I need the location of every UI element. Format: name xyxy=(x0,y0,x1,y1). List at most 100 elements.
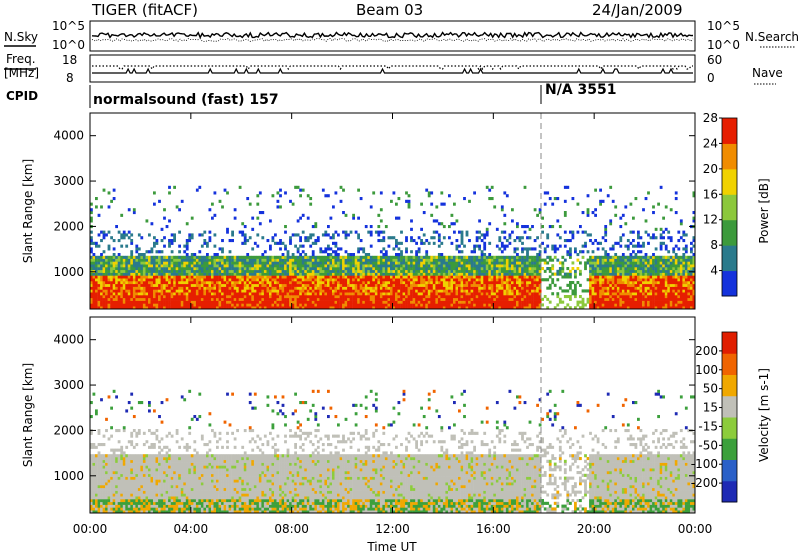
power-cell xyxy=(604,253,608,257)
power-cell xyxy=(596,300,600,304)
power-cell xyxy=(407,267,411,271)
power-cell xyxy=(521,264,524,268)
power-cell xyxy=(672,300,676,304)
power-cell xyxy=(637,272,640,276)
power-cell xyxy=(299,269,302,273)
power-cell xyxy=(493,261,497,265)
power-cell xyxy=(470,297,474,301)
power-cell xyxy=(422,283,426,287)
power-cell xyxy=(200,269,204,273)
power-cell xyxy=(105,233,108,237)
power-cell xyxy=(629,300,633,304)
power-cell xyxy=(659,241,663,245)
power-cell xyxy=(589,239,592,243)
power-cell xyxy=(110,292,113,296)
power-cell xyxy=(291,295,295,299)
power-cell xyxy=(478,275,481,279)
power-cell xyxy=(589,295,592,299)
power-cell xyxy=(407,261,411,265)
power-cell xyxy=(289,278,292,282)
power-cell xyxy=(281,275,285,279)
power-cell xyxy=(493,278,497,282)
power-cell xyxy=(188,258,192,262)
power-cell xyxy=(528,236,532,240)
power-cell xyxy=(354,264,358,268)
power-cell xyxy=(637,264,640,268)
power-cell xyxy=(458,297,461,301)
power-cell xyxy=(455,303,459,307)
power-cell xyxy=(289,264,292,268)
power-cell xyxy=(165,281,169,285)
power-cell xyxy=(112,253,116,257)
power-cell xyxy=(228,289,232,293)
power-cell xyxy=(594,300,597,304)
power-cell xyxy=(639,286,643,290)
power-cell xyxy=(475,297,479,301)
power-cell xyxy=(284,306,287,310)
power-cell xyxy=(468,199,471,203)
power-cell xyxy=(216,281,219,285)
power-cell xyxy=(357,292,360,296)
power-cell xyxy=(160,255,164,259)
power-cell xyxy=(659,247,663,251)
power-cell xyxy=(271,269,275,273)
power-cell xyxy=(440,283,444,287)
power-cell xyxy=(369,295,373,299)
power-cell xyxy=(442,300,446,304)
power-cell xyxy=(110,289,113,293)
power-cell xyxy=(611,255,615,259)
power-cell xyxy=(485,292,489,296)
power-cell xyxy=(284,264,287,268)
power-cell xyxy=(437,233,441,237)
power-cell xyxy=(163,281,166,285)
power-cell xyxy=(450,241,454,245)
power-cell xyxy=(503,281,507,285)
power-cell xyxy=(460,289,464,293)
power-cell xyxy=(213,303,217,307)
power-cell xyxy=(463,281,466,285)
power-cell xyxy=(410,281,413,285)
power-cell xyxy=(480,233,484,237)
power-cell xyxy=(102,295,106,299)
power-cell xyxy=(165,261,169,265)
power-cell xyxy=(100,289,103,293)
power-cell xyxy=(445,292,449,296)
power-cell xyxy=(324,255,328,259)
power-cell xyxy=(178,264,181,268)
power-cell xyxy=(614,205,618,209)
power-cell xyxy=(180,286,184,290)
power-cell xyxy=(97,278,101,282)
power-cell xyxy=(321,264,325,268)
power-cell xyxy=(647,261,650,265)
power-cell xyxy=(190,236,194,240)
power-cell xyxy=(412,303,416,307)
power-cell xyxy=(253,275,257,279)
power-cell xyxy=(344,236,348,240)
power-cell xyxy=(92,292,96,296)
power-cell xyxy=(392,289,396,293)
power-cell xyxy=(153,255,156,259)
power-cell xyxy=(362,297,366,301)
power-cell xyxy=(120,269,124,273)
power-cell xyxy=(233,272,237,276)
power-cell xyxy=(458,272,461,276)
power-cell xyxy=(221,247,224,251)
power-cell xyxy=(208,303,212,307)
power-cell xyxy=(211,281,214,285)
power-cell xyxy=(226,278,229,282)
power-cell xyxy=(652,286,655,290)
power-cell xyxy=(213,275,217,279)
power-cell xyxy=(374,289,378,293)
power-cell xyxy=(233,258,237,262)
power-cell xyxy=(216,278,219,282)
power-cell xyxy=(599,278,602,282)
power-cell xyxy=(480,278,484,282)
power-cell xyxy=(611,283,615,287)
power-cell xyxy=(379,261,383,265)
power-cell xyxy=(115,258,118,262)
power-cell xyxy=(142,272,146,276)
power-cell xyxy=(349,278,353,282)
power-cell xyxy=(614,255,618,259)
power-cell xyxy=(437,300,441,304)
power-cell xyxy=(95,295,98,299)
